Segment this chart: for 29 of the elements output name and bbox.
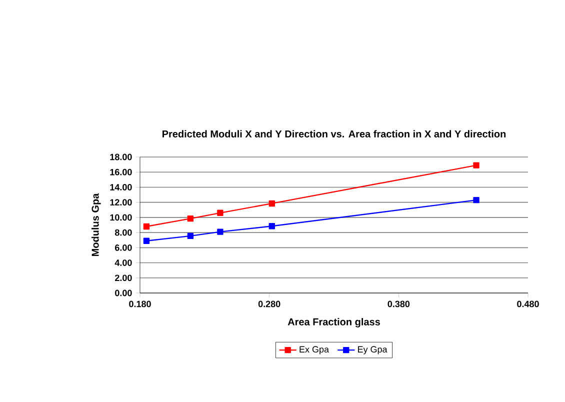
point xyxy=(217,210,224,216)
y-tick-label: 4.00 xyxy=(114,260,132,266)
y-tick-label: 12.00 xyxy=(110,199,132,206)
x-tick-label: 0.280 xyxy=(258,300,280,308)
x-axis-title: Area Fraction glass xyxy=(288,318,380,328)
x-tick-label: 0.180 xyxy=(129,300,151,308)
point xyxy=(268,223,276,230)
y-tick-label: 10.00 xyxy=(110,214,132,221)
point xyxy=(187,215,194,222)
y-tick-label: 16.00 xyxy=(110,168,132,176)
legend-label: Ex Gpa xyxy=(300,346,329,354)
point xyxy=(473,196,480,204)
y-tick-label: 18.00 xyxy=(110,154,132,160)
point xyxy=(217,228,224,235)
legend-label: Ey Gpa xyxy=(358,346,388,354)
y-tick-label: 0.00 xyxy=(115,290,132,296)
point xyxy=(143,223,150,230)
y-tick-label: 2.00 xyxy=(114,274,132,282)
x-tick-label: 0.380 xyxy=(388,300,410,308)
y-tick-label: 14.00 xyxy=(110,184,132,190)
point xyxy=(187,232,194,240)
y-tick-label: 8.00 xyxy=(114,229,132,236)
chart-title: Predicted Moduli X and Y Direction vs. Area fraction in X and Y direction xyxy=(162,130,506,138)
point xyxy=(268,200,276,207)
y-axis-title: Modulus Gpa xyxy=(91,193,101,256)
point xyxy=(473,162,480,168)
point xyxy=(143,238,150,244)
x-tick-label: 0.480 xyxy=(517,300,539,308)
y-tick-label: 6.00 xyxy=(115,244,132,251)
